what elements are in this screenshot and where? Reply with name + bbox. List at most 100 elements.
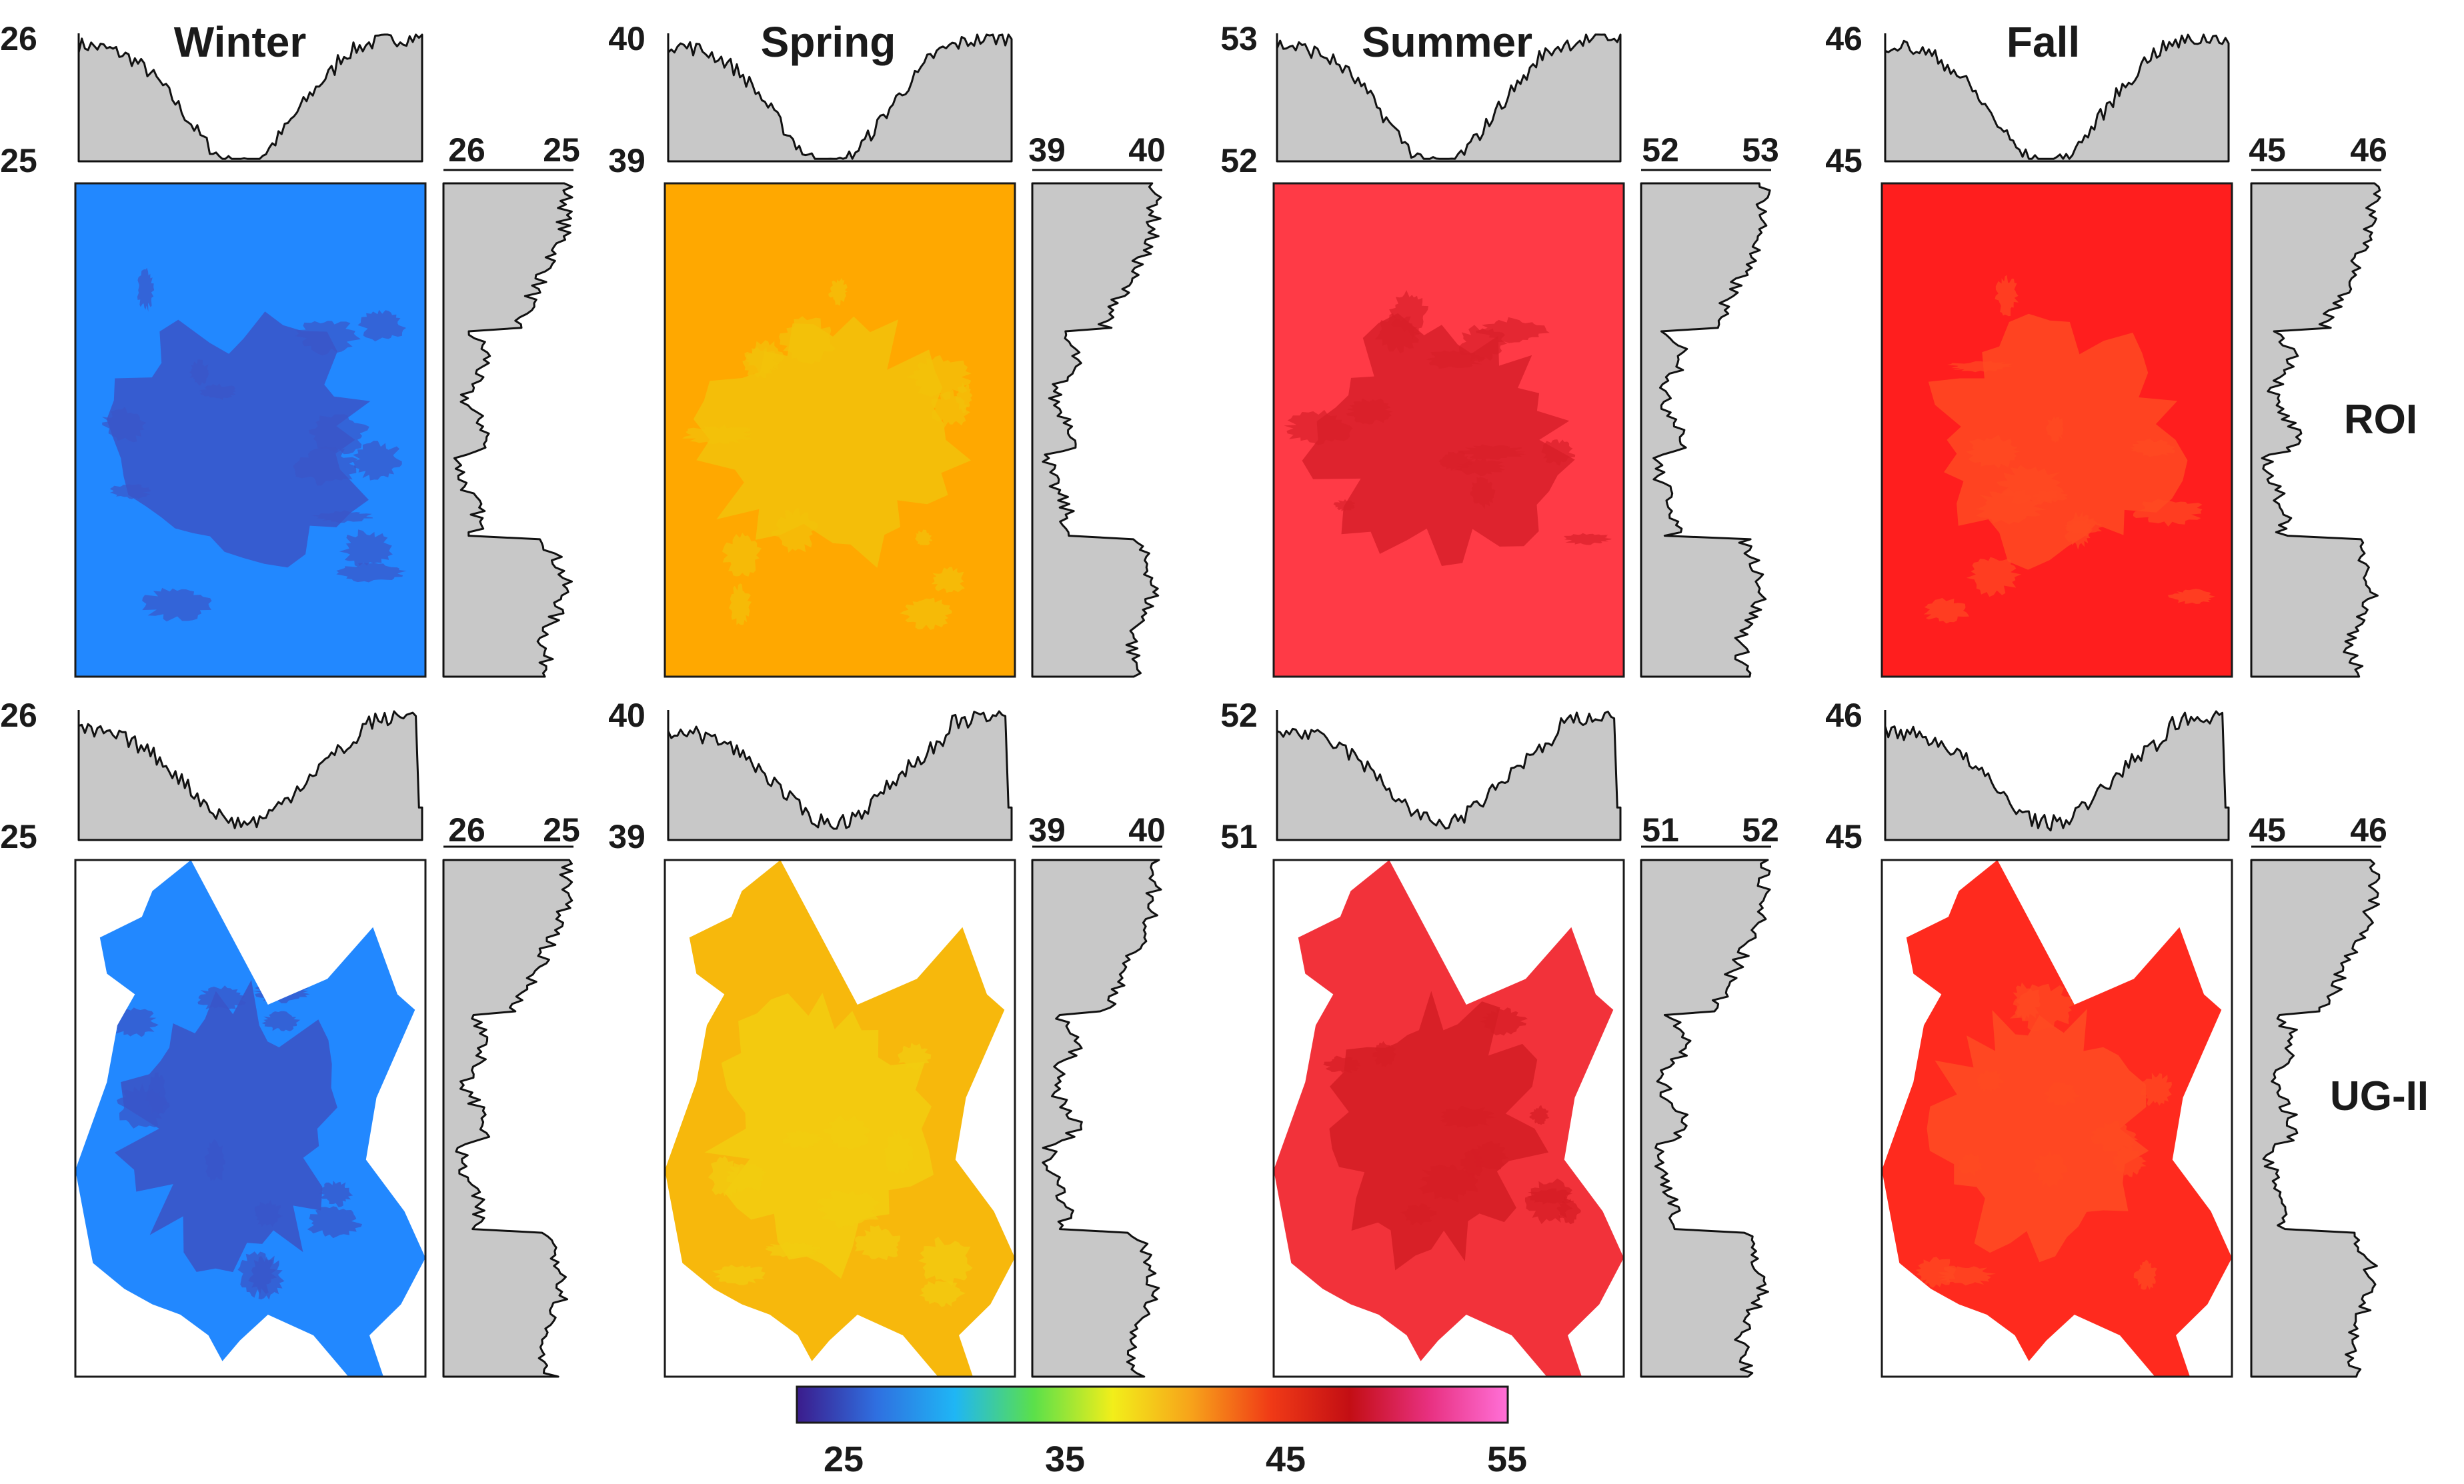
map-frame-spring-roi — [664, 182, 1016, 678]
urban-patch-winter-roi — [339, 529, 393, 567]
urban-patch-summer-ug — [1418, 1164, 1478, 1203]
urban-patch-spring-ug — [816, 1190, 880, 1229]
top-profile-winter-roi — [77, 33, 423, 163]
urban-patch-winter-roi — [101, 407, 147, 443]
urban-patch-winter-roi — [308, 414, 369, 455]
urban-patch-winter-ug — [117, 1083, 170, 1129]
top-profile-min-summer-roi: 52 — [1220, 142, 1258, 179]
urban-patch-fall-roi — [1966, 435, 2021, 469]
urban-patch-winter-roi — [357, 309, 407, 342]
urban-patch-spring-roi — [729, 583, 752, 625]
top-profile-max-summer-roi: 53 — [1220, 20, 1258, 57]
urban-area-fall-ug — [1927, 1009, 2149, 1263]
urban-patch-fall-roi — [1966, 557, 2022, 597]
top-profile-min-summer-ug: 51 — [1220, 818, 1258, 855]
urban-clip-fall-ug — [1915, 982, 2172, 1290]
urban-patch-spring-ug — [919, 1281, 966, 1307]
urban-patch-summer-roi — [1389, 290, 1428, 339]
side-profile-spring-ug — [1031, 859, 1162, 1378]
side-profile-right-fall-ug: 46 — [2350, 811, 2387, 849]
urban-patch-summer-ug — [1480, 1007, 1528, 1036]
urban-area-summer-roi — [1302, 313, 1575, 566]
urban-patch-winter-ug — [204, 1139, 226, 1182]
urban-patch-summer-ug — [1372, 1041, 1397, 1067]
urban-clip-spring-ug — [704, 993, 973, 1307]
urban-patch-spring-roi — [828, 277, 848, 306]
urban-patch-spring-ug — [726, 1162, 766, 1192]
top-profile-min-spring-ug: 39 — [608, 818, 646, 855]
urban-patch-spring-ug — [898, 1043, 932, 1071]
urban-patch-summer-ug — [1400, 1203, 1437, 1226]
map-summer-ug — [1272, 859, 1625, 1378]
side-profile-left-spring-ug: 39 — [1028, 811, 1066, 849]
urban-area-spring-ug — [704, 993, 934, 1279]
map-spring-ug — [664, 859, 1016, 1378]
side-profile-spring-roi — [1031, 182, 1162, 678]
urban-area-winter-ug — [114, 979, 337, 1273]
urban-patch-winter-roi — [109, 484, 151, 499]
side-profile-right-spring-roi: 40 — [1128, 131, 1166, 169]
urban-patch-summer-ug — [1440, 1105, 1499, 1128]
side-profile-right-spring-ug: 40 — [1128, 811, 1166, 849]
urban-patch-summer-roi — [1284, 409, 1353, 445]
urban-patch-winter-roi — [295, 321, 361, 356]
urban-patch-fall-ug — [2032, 1150, 2068, 1188]
side-profile-left-summer-roi: 52 — [1642, 131, 1679, 169]
urban-patch-winter-roi — [142, 587, 212, 622]
top-profile-max-spring-ug: 40 — [608, 697, 646, 734]
urban-patch-fall-roi — [2065, 518, 2103, 537]
row-label-roi: ROI — [2344, 397, 2417, 443]
colorbar-tick-55: 55 — [1487, 1439, 1527, 1479]
urban-patch-fall-ug — [2112, 1146, 2147, 1177]
side-profile-left-summer-ug: 51 — [1642, 811, 1679, 849]
urban-patch-spring-roi — [900, 597, 952, 630]
urban-patch-winter-roi — [311, 510, 373, 523]
urban-patch-spring-roi — [931, 567, 965, 593]
top-profile-summer-roi — [1276, 33, 1622, 163]
map-frame-winter-roi — [74, 182, 427, 678]
urban-patch-winter-ug — [112, 1007, 159, 1037]
map-spring-roi — [664, 182, 1016, 678]
urban-patch-winter-roi — [336, 563, 407, 583]
urban-patch-spring-ug — [823, 1115, 870, 1150]
top-profile-min-winter-roi: 25 — [0, 142, 37, 179]
urban-patch-fall-ug — [2013, 982, 2041, 1021]
top-profile-spring-roi — [667, 33, 1013, 163]
side-profile-left-winter-roi: 26 — [448, 131, 485, 169]
urban-patch-fall-roi — [1947, 361, 2013, 373]
side-profile-fall-roi — [2250, 182, 2381, 678]
map-frame-summer-roi — [1272, 182, 1625, 678]
urban-patch-summer-roi — [1470, 477, 1496, 509]
urban-area-winter-roi — [107, 311, 371, 568]
colorbar-tick-35: 35 — [1045, 1439, 1085, 1479]
top-profile-spring-ug — [667, 710, 1013, 841]
urban-patch-winter-ug — [254, 1199, 283, 1227]
side-profile-left-winter-ug: 26 — [448, 811, 485, 849]
top-profile-max-summer-ug: 52 — [1220, 697, 1258, 734]
top-profile-fall-roi — [1884, 33, 2230, 163]
side-profile-winter-ug — [442, 859, 573, 1378]
urban-patch-fall-roi — [1995, 275, 2019, 317]
urban-patch-summer-ug — [1556, 1197, 1582, 1225]
urban-patch-spring-ug — [918, 1237, 973, 1287]
top-profile-max-winter-ug: 26 — [0, 697, 37, 734]
urban-patch-spring-ug — [854, 1225, 901, 1261]
top-profile-winter-ug — [77, 710, 423, 841]
urban-patch-summer-roi — [1346, 398, 1393, 425]
urban-patch-fall-roi — [2167, 589, 2215, 604]
urban-patch-winter-roi — [352, 441, 402, 481]
urban-patch-summer-ug — [1323, 1055, 1361, 1073]
urban-clip-winter-ug — [112, 979, 363, 1300]
urban-patch-spring-roi — [742, 347, 779, 379]
urban-patch-summer-roi — [1564, 533, 1612, 545]
urban-patch-summer-roi — [1456, 444, 1526, 460]
urban-patch-winter-roi — [189, 359, 209, 386]
side-profile-winter-roi — [442, 182, 573, 678]
urban-patch-summer-roi — [1333, 499, 1356, 512]
season-title-winter: Winter — [174, 18, 307, 66]
urban-patch-summer-roi — [1541, 439, 1576, 466]
season-title-spring: Spring — [761, 18, 896, 66]
map-summer-roi — [1272, 182, 1625, 678]
urban-patch-spring-ug — [765, 1241, 821, 1258]
